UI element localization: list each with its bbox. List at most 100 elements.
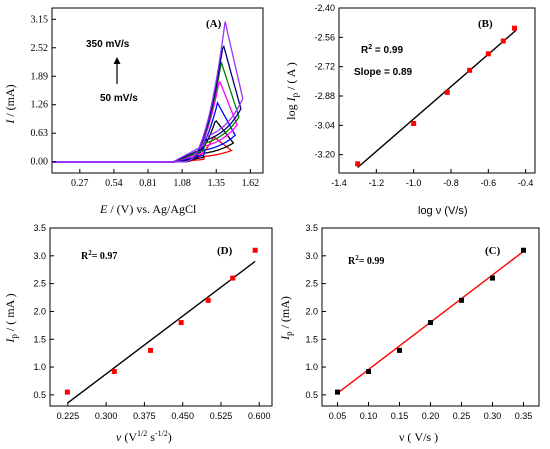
panel-a-up-arrow	[113, 57, 121, 84]
c-data-point	[490, 275, 495, 281]
b-y-tick-label: -2.56	[314, 32, 335, 42]
c-data-point	[366, 369, 371, 375]
c-data-point	[459, 297, 464, 303]
a-x-tick-label: 1.08	[173, 178, 191, 189]
a-y-tick-label: 0.63	[31, 128, 49, 139]
b-y-tick-label: -2.88	[314, 91, 335, 101]
panel-a-annotation-low-rate: 50 mV/s	[100, 93, 138, 104]
panel-b-label: (B)	[478, 18, 493, 30]
a-x-tick-label: 0.27	[71, 178, 89, 189]
d-data-point	[205, 297, 211, 303]
panel-a-frame	[51, 7, 264, 174]
c-x-tick-label: 0.20	[422, 411, 440, 421]
c-x-tick-label: 0.10	[360, 411, 378, 421]
panel-d-marks	[64, 247, 258, 404]
d-data-point	[178, 320, 184, 326]
panel-b-log-plot: -1.4 -1.2 -1.0 -0.8 -0.6 -0.4 -3.20 -3.04 -2.88…	[284, 3, 536, 217]
panel-c-scan-rate: 0.05 0.10 0.15 0.20 0.25 0.30 0.35 0.5 1.0 1.5 2.…	[278, 223, 540, 444]
panel-b-r-squared: R2 = 0.99	[361, 44, 403, 56]
c-data-point	[397, 347, 402, 353]
d-x-tick-label: 0.225	[57, 411, 80, 421]
d-fit-line	[66, 260, 256, 404]
a-x-tick-label: 0.81	[139, 178, 157, 189]
b-y-tick-label: -2.72	[314, 62, 335, 72]
panel-d-y-ticks: 0.5 1.0 1.5 2.0 2.5 3.0 3.5	[33, 223, 54, 400]
panel-b-x-axis-label: log ν (V/s)	[418, 205, 468, 217]
a-y-tick-label: 1.89	[31, 71, 49, 82]
d-y-tick-label: 1.0	[33, 362, 46, 372]
d-x-tick-label: 0.600	[248, 411, 271, 421]
a-x-tick-label: 1.62	[242, 178, 260, 189]
b-x-tick-label: -1.4	[331, 178, 347, 188]
b-data-point	[411, 121, 417, 126]
a-x-tick-label: 0.54	[105, 178, 123, 189]
b-x-tick-label: -0.6	[481, 178, 497, 188]
a-y-tick-label: 0.00	[31, 157, 49, 168]
c-data-point	[335, 389, 340, 395]
panel-d-x-ticks: 0.225 0.300 0.375 0.450 0.525 0.600	[57, 402, 271, 421]
c-x-tick-label: 0.05	[329, 411, 347, 421]
d-data-point	[64, 389, 70, 395]
a-y-tick-label: 1.26	[31, 100, 49, 111]
panel-d-y-axis-label: Ip / ( mA )	[3, 293, 19, 343]
c-data-point	[521, 247, 526, 253]
b-x-tick-label: -1.0	[406, 178, 422, 188]
panel-a-cyclic-voltammograms: 0.27 0.54 0.81 1.08 1.35 1.62 0.00 0.63 1.26 1.8…	[3, 7, 264, 216]
d-data-point	[148, 347, 154, 353]
panel-a-voltammogram-curve	[52, 21, 244, 164]
panel-d-sqrt-scan-rate: 0.225 0.300 0.375 0.450 0.525 0.600 0.5 1.0 1.5…	[3, 223, 273, 444]
panel-c-y-axis-label: Ip / (mA)	[278, 296, 294, 341]
d-y-tick-label: 2.0	[33, 306, 46, 316]
d-x-tick-label: 0.375	[133, 411, 156, 421]
c-y-tick-label: 1.0	[305, 362, 318, 372]
panel-b-frame	[338, 7, 536, 174]
panel-d-frame	[49, 227, 273, 407]
d-data-point	[230, 275, 236, 281]
d-y-tick-label: 1.5	[33, 334, 46, 344]
panel-d-r-squared: R2= 0.97	[81, 249, 117, 262]
c-y-tick-label: 1.5	[305, 334, 318, 344]
a-x-tick-label: 1.35	[208, 178, 226, 189]
c-data-point	[428, 320, 433, 326]
b-x-tick-label: -1.2	[369, 178, 385, 188]
panel-c-r-squared: R2= 0.99	[348, 254, 384, 267]
panel-a-annotation-high-rate: 350 mV/s	[86, 39, 130, 50]
c-y-tick-label: 2.0	[305, 306, 318, 316]
b-x-tick-label: -0.8	[443, 178, 459, 188]
b-y-tick-label: -3.04	[314, 120, 335, 130]
panel-c-marks	[335, 247, 526, 395]
c-x-tick-label: 0.35	[515, 411, 533, 421]
a-y-tick-label: 2.52	[31, 43, 49, 54]
panel-c-x-axis-label: ν ( V/s )	[399, 430, 438, 444]
d-y-tick-label: 0.5	[33, 390, 46, 400]
c-y-tick-label: 3.5	[305, 223, 318, 233]
d-data-point	[252, 247, 258, 253]
d-data-point	[111, 369, 117, 375]
panel-a-label: (A)	[206, 18, 222, 30]
c-x-tick-label: 0.15	[391, 411, 409, 421]
panel-a-voltammogram-curve	[52, 101, 237, 164]
b-y-tick-label: -2.40	[314, 3, 335, 13]
panel-a-x-ticks: 0.27 0.54 0.81 1.08 1.35 1.62	[71, 169, 259, 189]
panel-a-curves	[52, 21, 244, 164]
panel-d-x-axis-label: ν (V1/2 s-1/2)	[116, 429, 172, 444]
d-x-tick-label: 0.525	[210, 411, 233, 421]
panel-a-voltammogram-curve	[52, 44, 242, 164]
d-y-tick-label: 3.5	[33, 223, 46, 233]
panel-a-y-axis-label: I / (mA)	[3, 84, 17, 124]
b-data-point	[511, 25, 517, 31]
panel-a-y-ticks: 0.00 0.63 1.26 1.89 2.52 3.15	[31, 14, 56, 168]
c-y-tick-label: 0.5	[305, 390, 318, 400]
panel-c-x-ticks: 0.05 0.10 0.15 0.20 0.25 0.30 0.35	[329, 402, 533, 421]
b-data-point	[467, 67, 473, 73]
b-data-point	[355, 161, 361, 167]
panel-b-x-ticks: -1.4 -1.2 -1.0 -0.8 -0.6 -0.4	[331, 169, 533, 188]
panel-b-y-axis-label: log Ip / ( A )	[284, 62, 300, 120]
b-x-tick-label: -0.4	[518, 178, 534, 188]
a-y-tick-label: 3.15	[31, 14, 49, 25]
c-y-tick-label: 2.5	[305, 279, 318, 289]
panel-a-x-axis-label: E / (V) vs. Ag/AgCl	[99, 202, 197, 216]
c-x-tick-label: 0.25	[453, 411, 471, 421]
d-x-tick-label: 0.450	[171, 411, 194, 421]
d-y-tick-label: 3.0	[33, 251, 46, 261]
